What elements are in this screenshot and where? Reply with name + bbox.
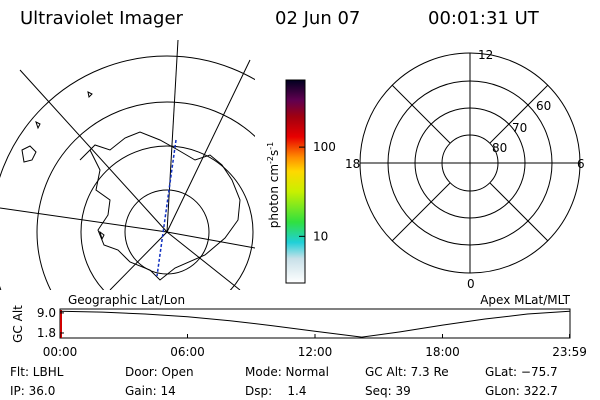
info-field: Door: Open (125, 365, 194, 379)
colorbar-label: photon cm-2s-1 (266, 142, 281, 229)
info-field: IP: 36.0 (10, 384, 55, 398)
mlt-label: 6 (577, 157, 585, 171)
mlat-label: 80 (492, 141, 507, 155)
mlat-label: 60 (536, 99, 551, 113)
label-part: s (267, 150, 281, 156)
date: 02 Jun 07 (275, 8, 360, 29)
colorbar-tick-label: 10 (313, 229, 328, 243)
colorbar-tick-label: 100 (313, 140, 336, 154)
info-field: Dsp: 1.4 (245, 384, 307, 398)
label-exp: -1 (266, 142, 275, 150)
geographic-map (0, 40, 255, 290)
x-tick-label: 00:00 (43, 345, 78, 359)
time: 00:01:31 UT (428, 8, 540, 29)
info-field: GLat: −75.7 (485, 365, 558, 379)
x-tick-label: 12:00 (298, 345, 333, 359)
y-tick-label: 1.8 (37, 326, 56, 340)
left-map-label: Geographic Lat/Lon (68, 293, 185, 307)
y-tick-label: 9.0 (37, 306, 56, 320)
altitude-line (59, 310, 570, 338)
colorbar (285, 79, 306, 284)
mlat-label: 70 (512, 121, 527, 135)
x-tick-label: 23:59 (552, 345, 587, 359)
mlt-label: 0 (467, 277, 475, 291)
info-field: GLon: 322.7 (485, 384, 558, 398)
right-map-label: Apex MLat/MLT (480, 293, 570, 307)
label-part: photon cm (267, 164, 281, 228)
info-field: Mode: Normal (245, 365, 329, 379)
info-field: GC Alt: 7.3 Re (365, 365, 449, 379)
x-tick-label: 18:00 (425, 345, 460, 359)
info-field: Seq: 39 (365, 384, 411, 398)
mlt-label: 18 (345, 157, 360, 171)
title: Ultraviolet Imager (20, 8, 184, 29)
label-exp: -2 (266, 156, 275, 164)
x-tick-label: 06:00 (170, 345, 205, 359)
altitude-ylabel: GC Alt (11, 305, 25, 343)
info-field: Gain: 14 (125, 384, 176, 398)
magnetic-polar-grid (359, 52, 581, 274)
info-field: Flt: LBHL (10, 365, 64, 379)
mlt-label: 12 (478, 48, 493, 62)
